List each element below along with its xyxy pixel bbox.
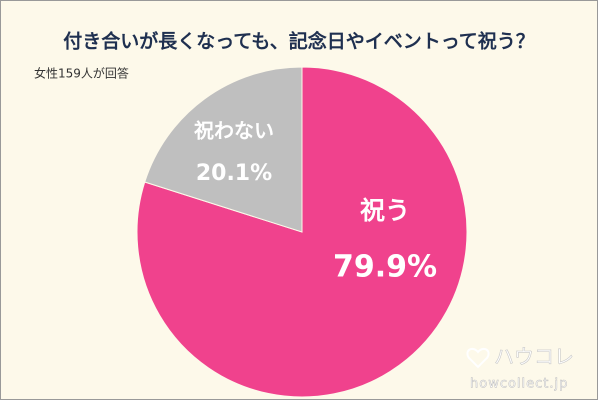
brand-icon [466,347,490,369]
slice-category: 祝う [360,196,410,225]
brand: ハウコレ [494,345,574,369]
brand-url: howcollect.jp [470,377,568,392]
slices [136,66,468,398]
slice-value-label: 20.1% [196,161,272,186]
chart-title: 付き合いが長くなっても、記念日やイベントって祝う？ [63,30,535,53]
slice-category: 祝わない [194,119,274,143]
slice [144,66,303,233]
chart-subtitle: 女性159人が回答 [34,66,129,81]
slice-value-label: 79.9% [333,250,437,285]
labels: 祝う 79.9% 祝わない 20.1% [194,119,437,285]
